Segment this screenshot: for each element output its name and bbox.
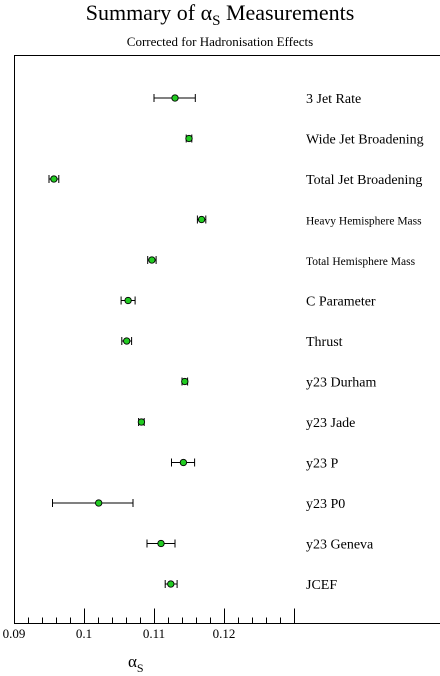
measurement-point bbox=[120, 296, 136, 305]
category-label: y23 Geneva bbox=[306, 538, 374, 553]
measurement-point bbox=[137, 418, 146, 426]
measurement-point bbox=[52, 499, 134, 507]
measurement-point bbox=[171, 458, 196, 467]
category-label: Wide Jet Broadening bbox=[306, 133, 424, 148]
measurement-point bbox=[164, 580, 178, 588]
data-marker bbox=[167, 580, 175, 588]
category-label: Total Hemisphere Mass bbox=[306, 256, 416, 268]
category-labels: 3 Jet Rate Wide Jet Broadening Total Jet B… bbox=[306, 92, 424, 593]
data-marker bbox=[197, 215, 206, 224]
x-axis-label: αS bbox=[128, 652, 144, 675]
measurement-point bbox=[48, 175, 60, 183]
category-label: y23 Jade bbox=[306, 416, 355, 431]
category-label: y23 P bbox=[306, 457, 339, 472]
measurement-point bbox=[121, 337, 133, 345]
data-marker bbox=[185, 134, 193, 143]
measurement-point bbox=[185, 134, 193, 143]
data-marker bbox=[137, 418, 146, 426]
x-tick-label: 0.1 bbox=[76, 626, 92, 641]
measurement-point bbox=[181, 377, 189, 386]
data-marker bbox=[157, 539, 165, 548]
measurement-point bbox=[146, 539, 176, 548]
data-marker bbox=[50, 175, 58, 183]
data-marker bbox=[123, 337, 131, 345]
x-tick-label: 0.11 bbox=[143, 626, 165, 641]
measurement-point bbox=[196, 215, 207, 224]
data-marker bbox=[148, 256, 156, 264]
measurement-point bbox=[153, 94, 196, 102]
chart-title: Summary of αS Measurements bbox=[85, 0, 355, 29]
data-marker bbox=[95, 499, 103, 507]
data-marker bbox=[179, 458, 188, 467]
category-label: JCEF bbox=[306, 578, 337, 593]
category-label: Thrust bbox=[306, 335, 343, 350]
category-label: Total Jet Broadening bbox=[306, 173, 422, 188]
measurement-points bbox=[48, 94, 207, 588]
category-label: 3 Jet Rate bbox=[306, 92, 361, 107]
chart-subtitle: Corrected for Hadronisation Effects bbox=[126, 34, 314, 49]
data-marker bbox=[124, 296, 132, 305]
category-label: C Parameter bbox=[306, 295, 376, 310]
category-label: y23 P0 bbox=[306, 497, 345, 512]
data-marker bbox=[181, 377, 189, 386]
category-label: Heavy Hemisphere Mass bbox=[306, 216, 422, 228]
plot-frame bbox=[14, 55, 440, 624]
category-label: y23 Durham bbox=[306, 376, 376, 391]
measurement-point bbox=[147, 256, 157, 264]
x-axis-tick-labels: 0.09 0.1 0.11 0.12 bbox=[3, 626, 236, 641]
x-axis-ticks bbox=[14, 608, 295, 624]
x-tick-label: 0.12 bbox=[213, 626, 236, 641]
data-marker bbox=[171, 94, 179, 102]
x-tick-label: 0.09 bbox=[3, 626, 26, 641]
